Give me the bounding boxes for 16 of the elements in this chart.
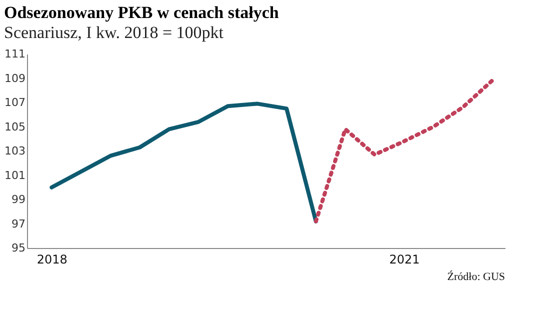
y-tick-label: 107	[4, 96, 26, 109]
line-series	[50, 102, 318, 224]
y-tick-label: 103	[4, 144, 26, 158]
line-series	[314, 78, 494, 224]
text: Źródło: GUS	[447, 270, 505, 283]
x-tick-label: 2018	[36, 252, 68, 266]
chart-subtitle: Scenariusz, I kw. 2018 = 100pkt	[4, 23, 224, 42]
y-tick-label: 95	[12, 242, 26, 254]
y-tick-label: 97	[12, 217, 26, 230]
y-tick-label: 109	[4, 72, 26, 85]
y-tick-label: 105	[4, 120, 26, 134]
y-tick-label: 101	[4, 168, 26, 182]
chart-title: Odsezonowany PKB w cenach stałych	[4, 3, 280, 22]
x-tick-label: 2021	[389, 252, 420, 266]
y-tick-label: 99	[12, 193, 26, 206]
y-tick-label: 111	[4, 48, 26, 60]
